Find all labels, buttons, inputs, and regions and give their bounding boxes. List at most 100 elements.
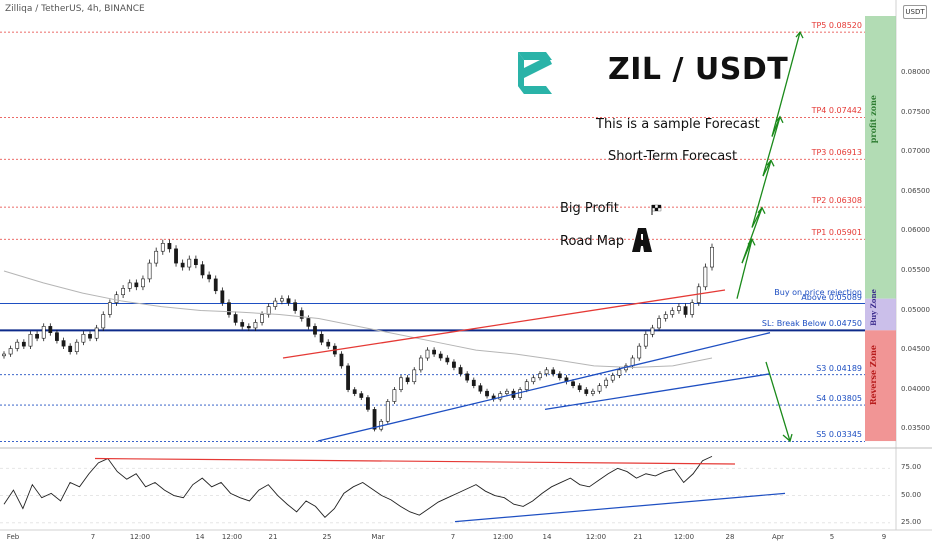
candle-body [55,332,59,341]
level-label: TP3 0.06913 [811,148,862,158]
candle-body [41,326,46,339]
reverse-zone-label: Reverse Zone [868,345,878,406]
candle-body [187,258,192,268]
candle-body [471,379,476,386]
candle-body [28,333,33,347]
candle-body [114,294,119,303]
candle-body [15,341,20,349]
currency-badge[interactable]: USDT [903,5,927,19]
candle-body [141,278,145,288]
level-label: S5 0.03345 [816,430,862,440]
candle-body [21,341,26,347]
candle-body [147,262,152,280]
candle-body [94,327,99,339]
rsi-axis-tick: 75.00 [901,463,922,472]
candle-body [8,348,13,355]
candle-body [670,310,675,315]
level-label: S4 0.03805 [816,394,862,404]
candle-body [134,282,139,288]
candle-body [557,373,562,379]
rsi-axis-tick: 50.00 [901,490,922,499]
price-axis-tick: 0.03500 [901,424,930,433]
forecast-arrowhead [775,115,784,124]
candle-body [326,341,331,347]
time-axis-tick: 21 [268,533,278,541]
candle-body [346,365,350,390]
candle-body [299,310,304,319]
candle-body [604,379,609,386]
candle-body [200,264,205,276]
rsi-resistance-line [94,457,736,465]
candle-body [524,381,529,390]
reverse-forecast-arrow [765,361,791,442]
candle-body [452,361,456,368]
time-axis-tick: 28 [725,533,735,541]
candle-body [637,345,642,359]
candle-body [663,314,668,319]
short-term-note: Short-Term Forecast [608,149,738,164]
profit-zone [865,16,896,299]
candle-body [107,302,112,315]
candle-body [260,314,264,323]
moving-average-line [3,270,713,368]
candle-body [677,306,681,311]
candle-body [372,409,377,430]
candle-body [253,322,258,329]
candle-body [88,333,92,339]
reverse-zone [865,330,896,442]
candle-body [366,397,370,410]
pair-title: ZIL / USDT [608,52,789,87]
candle-body [180,262,185,268]
level-label: TP2 0.06308 [811,196,862,206]
reverse-forecast-arrowhead [782,433,793,443]
candle-body [385,401,390,422]
candle-body [286,298,291,303]
level-label: Above 0.05089 [801,292,862,302]
time-axis-tick: 14 [542,533,552,541]
candle-body [399,377,403,390]
candle-body [538,373,542,379]
forecast-arrow [751,207,763,228]
resistance-trendline [282,289,726,359]
zilliqa-logo-icon [518,52,552,94]
candle-body [220,290,225,303]
forecast-arrowhead [757,206,766,215]
level-label: TP1 0.05901 [811,228,862,238]
candle-body [584,389,589,394]
candle-body [485,390,489,397]
candle-body [412,369,417,383]
time-axis-tick: 12:00 [129,533,151,541]
time-axis-tick: 7 [450,533,456,541]
candle-body [207,274,212,280]
support-trendline [317,332,771,442]
rsi-support-line [454,492,786,523]
candle-body [101,314,106,329]
time-axis-tick: 21 [633,533,643,541]
candle-body [458,367,463,375]
forecast-arrow [771,31,801,137]
candle-body [544,369,549,375]
candle-body [339,353,344,367]
big-profit-note: Big Profit [560,201,619,216]
candle-body [690,302,695,315]
time-axis-tick: 12:00 [673,533,695,541]
forecast-arrow [751,160,772,228]
price-axis-tick: 0.05500 [901,266,930,274]
candle-body [35,333,39,339]
price-axis-tick: 0.06000 [901,226,930,235]
profit-zone-label: profit zone [868,95,878,144]
candle-body [127,282,132,289]
candle-body [319,333,324,343]
price-axis-tick: 0.05000 [901,305,930,314]
time-axis-tick: 12:00 [585,533,607,541]
candle-body [154,250,159,264]
candle-body [531,377,536,383]
candle-body [352,389,357,394]
candle-body [571,381,575,386]
candle-body [240,322,245,327]
candle-body [313,326,317,335]
candle-body [160,243,165,252]
time-axis-tick: 14 [195,533,205,541]
buy-zone [865,298,896,331]
